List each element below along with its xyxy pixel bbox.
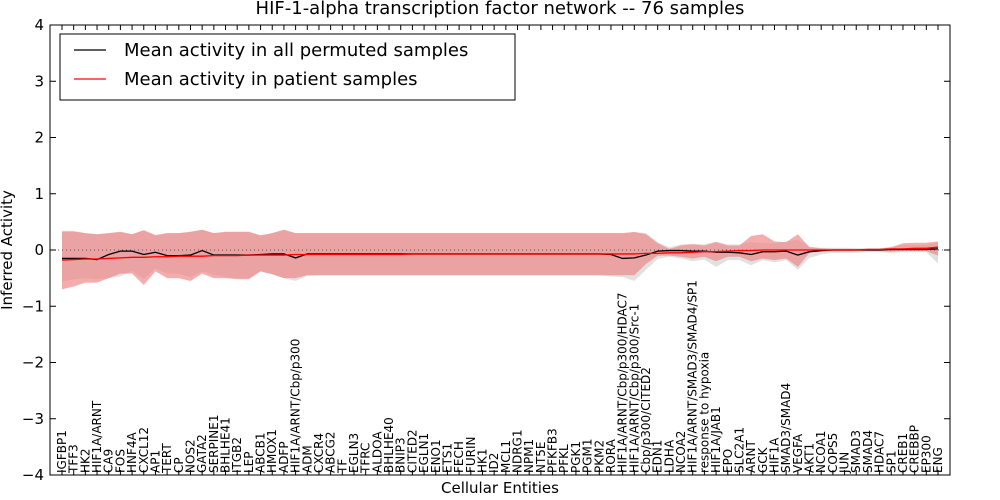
y-tick-label: 2 bbox=[34, 129, 44, 147]
legend-box bbox=[59, 33, 516, 101]
x-tick-label: HIF1A/ARNT/Cbp/p300 bbox=[289, 339, 303, 473]
x-tick-label: EGLN3 bbox=[347, 433, 361, 473]
x-tick-label: PKM2 bbox=[592, 440, 606, 473]
x-tick-label: HIF1A/ARNT/Cbp/p300/HDAC7 bbox=[616, 292, 630, 473]
y-tick-label: 1 bbox=[34, 185, 44, 203]
x-tick-label: ETS1 bbox=[440, 443, 454, 473]
x-tick-label: TFF3 bbox=[67, 444, 81, 474]
chart-legend: Mean activity in all permuted samples Me… bbox=[59, 33, 516, 101]
x-tick-label: SMAD4 bbox=[861, 430, 875, 473]
x-tick-label: HIF1A/ARNT/SMAD3/SMAD4/SP1 bbox=[686, 280, 700, 473]
series-lines bbox=[61, 246, 939, 261]
x-tick-label: AP1 bbox=[148, 450, 162, 473]
x-tick-label: RORA bbox=[604, 438, 618, 473]
x-tick-label: GATA2 bbox=[195, 434, 209, 473]
x-tick-label: PFKL bbox=[557, 444, 571, 473]
y-tick-label: 4 bbox=[34, 16, 44, 34]
x-tick-label: BHLHE40 bbox=[382, 417, 396, 473]
x-tick-label: ITGB2 bbox=[230, 437, 244, 473]
x-axis-ticks: IGFBP1TFF3HK2HIF1A/ARNTCA9FOSHNF4ACXCL12… bbox=[55, 25, 945, 475]
x-tick-label: ABCG2 bbox=[324, 431, 338, 473]
x-tick-label: ARNT bbox=[744, 439, 758, 473]
x-tick-label: HNF4A bbox=[125, 431, 139, 473]
x-tick-label: TF bbox=[335, 459, 349, 474]
x-tick-label: ADM bbox=[300, 445, 314, 473]
x-tick-label: VEGFA bbox=[791, 433, 805, 473]
chart-title: HIF-1-alpha transcription factor network… bbox=[256, 0, 745, 19]
x-tick-label: CXCR4 bbox=[312, 433, 326, 473]
y-tick-label: −3 bbox=[22, 410, 44, 428]
x-tick-label: HIF1A/JAB1 bbox=[709, 406, 723, 473]
confidence-bands bbox=[62, 229, 938, 290]
legend-label-permuted: Mean activity in all permuted samples bbox=[124, 40, 468, 61]
x-tick-label: SLC2A1 bbox=[732, 427, 746, 473]
x-tick-label: SMAD3 bbox=[849, 430, 863, 473]
x-tick-label: NPM1 bbox=[522, 439, 536, 473]
x-tick-label: IGFBP1 bbox=[55, 430, 69, 473]
x-tick-label: response to hypoxia bbox=[697, 352, 711, 473]
x-tick-label: Cbp/p300/CITED2 bbox=[639, 367, 653, 473]
x-tick-label: LDHA bbox=[662, 439, 676, 473]
x-tick-label: AKT1 bbox=[803, 443, 817, 473]
x-tick-label: FECH bbox=[452, 441, 466, 473]
y-axis-ticks: 4 3 2 1 0 −1 −2 −3 −4 bbox=[22, 16, 950, 484]
band-series-1 bbox=[62, 229, 938, 290]
x-tick-label: PFKFB3 bbox=[546, 428, 560, 473]
x-tick-label: BHLHE41 bbox=[219, 417, 233, 473]
x-tick-label: HK2 bbox=[78, 448, 92, 473]
y-tick-label: −2 bbox=[22, 354, 44, 372]
x-tick-label: ALDOA bbox=[370, 431, 384, 473]
x-tick-label: FOS bbox=[113, 449, 127, 473]
x-tick-label: GCK bbox=[756, 446, 770, 473]
x-tick-label: TERT bbox=[160, 443, 174, 474]
x-tick-label: SP1 bbox=[884, 451, 898, 474]
x-tick-label: NCOA2 bbox=[674, 431, 688, 473]
x-tick-label: NOS2 bbox=[183, 439, 197, 473]
x-tick-label: HMOX1 bbox=[265, 429, 279, 473]
x-tick-label: ADFP bbox=[277, 441, 291, 473]
x-tick-label: CITED2 bbox=[405, 429, 419, 473]
x-tick-label: LEP bbox=[242, 451, 256, 473]
x-tick-label: BNIP3 bbox=[394, 437, 408, 473]
x-tick-label: ID2 bbox=[487, 453, 501, 473]
x-tick-label: HIF1A bbox=[767, 437, 781, 473]
x-tick-label: EDN1 bbox=[651, 440, 665, 473]
x-tick-label: COPS5 bbox=[826, 433, 840, 473]
x-tick-label: NCOA1 bbox=[814, 431, 828, 473]
y-tick-label: 3 bbox=[34, 72, 44, 90]
y-tick-label: 0 bbox=[34, 241, 44, 259]
x-tick-label: CREB1 bbox=[896, 433, 910, 473]
x-tick-label: JUN bbox=[838, 452, 852, 474]
x-tick-label: ENG bbox=[931, 447, 945, 473]
x-tick-label: NT5E bbox=[534, 441, 548, 473]
x-tick-label: EPO bbox=[721, 449, 735, 473]
y-tick-label: −4 bbox=[22, 466, 44, 484]
x-tick-label: HIF1A/ARNT/Cbp/p300/Src-1 bbox=[627, 304, 641, 473]
x-tick-label: CXCL12 bbox=[137, 427, 151, 473]
x-tick-label: PGK1 bbox=[569, 441, 583, 473]
x-tick-label: CA9 bbox=[102, 449, 116, 473]
x-tick-label: TFRC bbox=[359, 443, 373, 474]
y-tick-label: −1 bbox=[22, 297, 44, 315]
x-tick-label: SMAD3/SMAD4 bbox=[779, 383, 793, 473]
x-tick-label: HIF1A/ARNT bbox=[90, 400, 104, 473]
x-tick-label: PGM1 bbox=[581, 438, 595, 473]
x-tick-label: ABCB1 bbox=[254, 433, 268, 473]
x-tick-label: CREBBP bbox=[908, 425, 922, 473]
x-tick-label: ENO1 bbox=[429, 439, 443, 473]
x-tick-label: HDAC7 bbox=[873, 431, 887, 473]
x-tick-label: EP300 bbox=[919, 435, 933, 473]
y-axis-label: Inferred Activity bbox=[0, 190, 16, 310]
x-tick-label: SERPINE1 bbox=[207, 414, 221, 473]
legend-label-patient: Mean activity in patient samples bbox=[124, 69, 418, 90]
x-tick-label: NDRG1 bbox=[511, 430, 525, 474]
x-tick-label: HK1 bbox=[475, 448, 489, 473]
line-series-1 bbox=[61, 246, 939, 261]
x-tick-label: EGLN1 bbox=[417, 433, 431, 473]
x-tick-label: MCL1 bbox=[499, 440, 513, 473]
x-axis-label: Cellular Entities bbox=[441, 479, 559, 497]
x-tick-label: FURIN bbox=[464, 436, 478, 473]
x-tick-label: CP bbox=[172, 457, 186, 473]
